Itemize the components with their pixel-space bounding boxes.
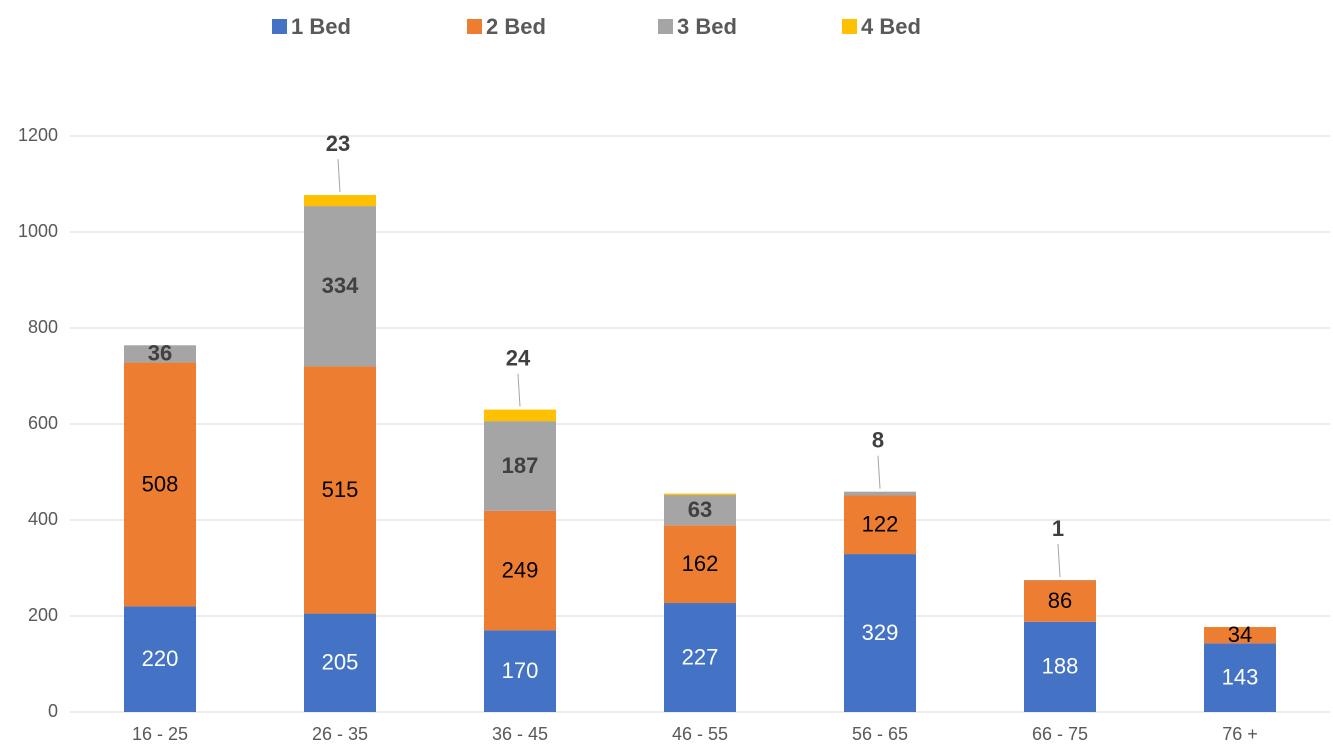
y-tick-label: 1000	[18, 221, 58, 241]
data-label: 334	[322, 273, 359, 298]
legend-swatch	[272, 19, 287, 34]
bar-segment	[664, 493, 736, 496]
bar-segment	[844, 491, 916, 496]
data-label: 170	[502, 658, 539, 683]
bar-segment	[484, 630, 556, 712]
legend-swatch	[842, 19, 857, 34]
x-tick-label: 36 - 45	[492, 724, 548, 744]
bar-segment	[124, 362, 196, 607]
data-label: 329	[862, 620, 899, 645]
bar-segment	[304, 613, 376, 712]
data-label: 205	[322, 650, 359, 675]
bar-segment	[124, 345, 196, 363]
bar-segment	[304, 206, 376, 367]
x-tick-label: 56 - 65	[852, 724, 908, 744]
y-tick-label: 0	[48, 701, 58, 721]
y-tick-label: 200	[28, 605, 58, 625]
bar-segment	[664, 525, 736, 604]
legend-label: 2 Bed	[486, 14, 546, 39]
data-label: 227	[682, 644, 719, 669]
leader-line	[337, 159, 341, 193]
bar-segment	[844, 495, 916, 555]
data-label: 220	[142, 646, 179, 671]
x-tick-label: 46 - 55	[672, 724, 728, 744]
bar-segment	[304, 366, 376, 614]
data-label: 508	[142, 471, 179, 496]
bar-segment	[664, 495, 736, 526]
bar-segment	[1024, 621, 1096, 712]
data-label: 515	[322, 477, 359, 502]
bar-segment	[484, 510, 556, 631]
data-label: 188	[1042, 654, 1079, 679]
x-tick-label: 66 - 75	[1032, 724, 1088, 744]
bar-segment	[304, 195, 376, 207]
data-label: 162	[682, 551, 719, 576]
legend-label: 3 Bed	[677, 14, 737, 39]
legend-swatch	[658, 19, 673, 34]
data-label: 122	[862, 512, 899, 537]
leader-line	[1057, 543, 1061, 578]
data-label: 8	[872, 427, 884, 452]
x-tick-label: 16 - 25	[132, 724, 188, 744]
y-tick-label: 1200	[18, 125, 58, 145]
data-label: 1	[1052, 516, 1064, 541]
bar-segment	[1204, 627, 1276, 644]
data-label: 86	[1048, 588, 1072, 613]
data-label: 187	[502, 453, 539, 478]
bar-segment	[484, 409, 556, 422]
data-label: 63	[688, 497, 712, 522]
bar-segment	[1024, 580, 1096, 622]
legend-label: 1 Bed	[291, 14, 351, 39]
data-label: 249	[502, 557, 539, 582]
data-label: 36	[148, 341, 172, 366]
data-label: 34	[1228, 622, 1252, 647]
leader-line	[877, 455, 881, 489]
bar-segment	[664, 603, 736, 712]
x-tick-label: 76 +	[1222, 724, 1258, 744]
x-tick-label: 26 - 35	[312, 724, 368, 744]
y-tick-label: 800	[28, 317, 58, 337]
y-tick-label: 600	[28, 413, 58, 433]
bar-segment	[484, 421, 556, 511]
data-label: 24	[506, 345, 531, 370]
bar-segment	[844, 554, 916, 712]
data-label: 143	[1222, 664, 1259, 689]
legend-swatch	[467, 19, 482, 34]
bar-segment	[1204, 643, 1276, 712]
legend-label: 4 Bed	[861, 14, 921, 39]
leader-line	[517, 373, 521, 407]
bar-segment	[124, 606, 196, 712]
y-tick-label: 400	[28, 509, 58, 529]
data-label: 23	[326, 131, 350, 156]
